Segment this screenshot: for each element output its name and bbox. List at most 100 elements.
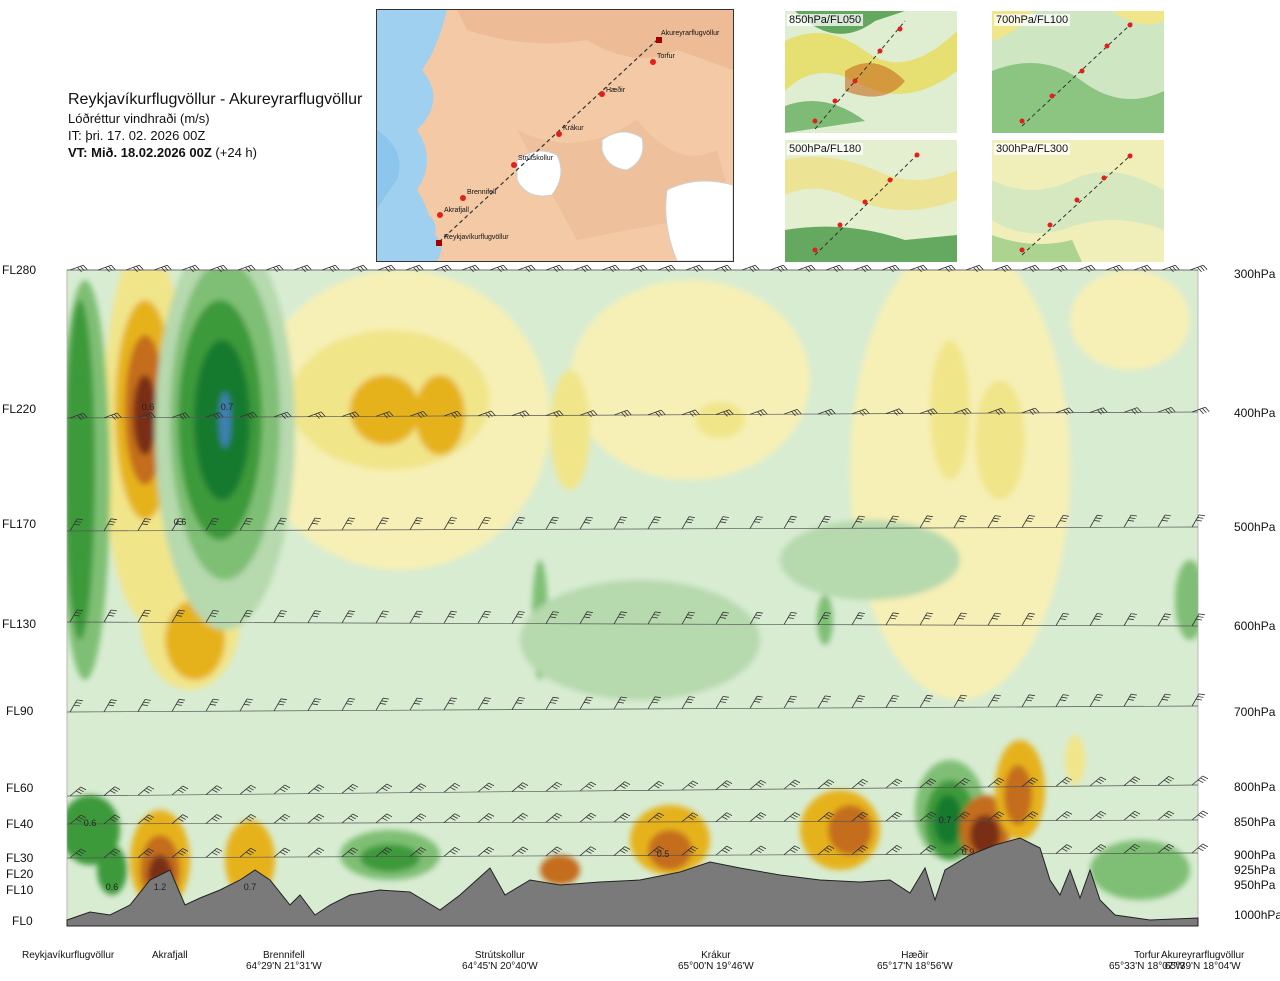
loc-strutskollur: Strútskollur 64°45'N 20°40'W [462,950,538,972]
field-sink-7 [695,402,745,438]
wind-barb [783,779,801,790]
wind-barb [1157,514,1171,528]
wind-barb [885,408,904,416]
wind-barb [69,412,88,421]
wind-barb [987,515,1001,528]
wind-barb [349,264,368,273]
title-block: Reykjavíkurflugvöllur - Akureyrarflugvöl… [68,90,362,161]
wind-barb [783,812,801,822]
wind-barb [1157,810,1175,821]
wind-barb [205,848,223,858]
field-mid-up-5 [780,520,960,600]
hpa-label-500: 500hPa [1234,520,1276,534]
loc-akureyri: Akureyrarflugvöllur 65°39'N 18°04'W [1161,950,1245,972]
wind-barb [511,410,530,418]
wind-barb [1105,264,1124,273]
wind-barb [993,264,1012,273]
map-label-torfur: Torfur [657,53,676,60]
wind-barb [443,782,461,793]
hpa-label-300: 300hPa [1234,267,1276,281]
wind-barb [409,517,423,530]
wind-barb [545,781,563,792]
thumbnail-700: 700hPa/FL100 [992,11,1164,133]
wind-barb [545,410,564,418]
loc-torfur: Torfur 65°33'N 18°07'W [1109,950,1185,972]
it-label: IT: þri. 17. 02. 2026 00Z [68,128,206,143]
wind-barb [171,785,189,796]
wind-barb [1089,613,1103,626]
extreme-value-label: 0.9 [962,847,975,857]
wind-barb [1089,776,1107,787]
wind-barb [1191,514,1205,528]
wind-barb [341,610,355,624]
wind-barb [1055,613,1069,626]
wind-barb [1133,264,1152,273]
wind-barb [1049,264,1068,273]
wind-barb [1191,810,1209,821]
wind-barb [307,784,325,794]
wind-barb [409,847,427,857]
wind-barb [1123,776,1141,786]
wind-barb [851,612,865,625]
loc-brennifell: Brennifell 64°29'N 21°31'W [246,950,322,972]
wind-barb [647,409,666,417]
wind-barb [885,778,903,789]
wind-barb [273,411,292,419]
hpa-label-1000: 1000hPa [1234,908,1280,922]
field-mid-up-3 [1175,560,1198,640]
wind-barb [1055,694,1069,707]
wind-barb [69,848,87,859]
wind-barb [573,264,592,273]
wind-barb [171,698,185,712]
wind-row-3 [66,621,1199,627]
wind-barb [377,264,396,273]
wind-barb [461,264,480,273]
map-label-strutskollur: Strútskollur [518,155,554,162]
wind-row-2 [66,526,1199,532]
wind-barb [817,811,835,822]
wind-barb [545,696,559,710]
wind-barb [681,516,695,530]
wind-barb [103,848,121,859]
wind-barb [273,698,287,712]
wind-barb [265,264,284,273]
wind-barb [1123,514,1137,528]
wind-row-4 [66,705,1199,713]
wind-barb [511,846,529,857]
wind-barb [681,845,699,856]
map-label-brennifell: Brennifell [467,189,497,196]
wind-barb [1021,777,1039,787]
hpa-label-600: 600hPa [1234,619,1276,633]
wind-barb [769,264,788,273]
hpa-label-800: 800hPa [1234,780,1276,794]
wind-barb [477,813,495,823]
wind-barb [477,782,495,793]
wind-barb [341,813,359,824]
wind-barb [375,783,393,794]
wind-barb [443,697,457,711]
wind-barb [171,814,189,824]
wind-barb [375,610,389,624]
wind-barb [273,847,291,858]
wind-barb [629,264,648,273]
field-col-up-4 [219,392,231,448]
wind-barb [579,696,593,710]
strutskollur-marker [511,162,517,168]
wind-barb [545,516,559,530]
wind-barb [953,694,967,708]
field-sink-3 [415,375,465,455]
field-low-down-12 [1004,765,1032,825]
wind-barb [103,786,121,796]
wind-barb [341,698,355,711]
extreme-value-label: 0.5 [657,849,670,859]
wind-barb [741,264,760,273]
wind-barb [965,264,984,273]
wind-barb [715,611,729,625]
wind-barb [137,412,156,420]
wind-barb [69,264,88,273]
route-map-svg: Akureyrarflugvöllur Torfur Hæðir Krákur … [377,10,733,261]
wind-barb [477,517,491,530]
wind-barb [749,409,768,417]
wind-barb [783,845,801,856]
wind-barb [579,410,598,418]
